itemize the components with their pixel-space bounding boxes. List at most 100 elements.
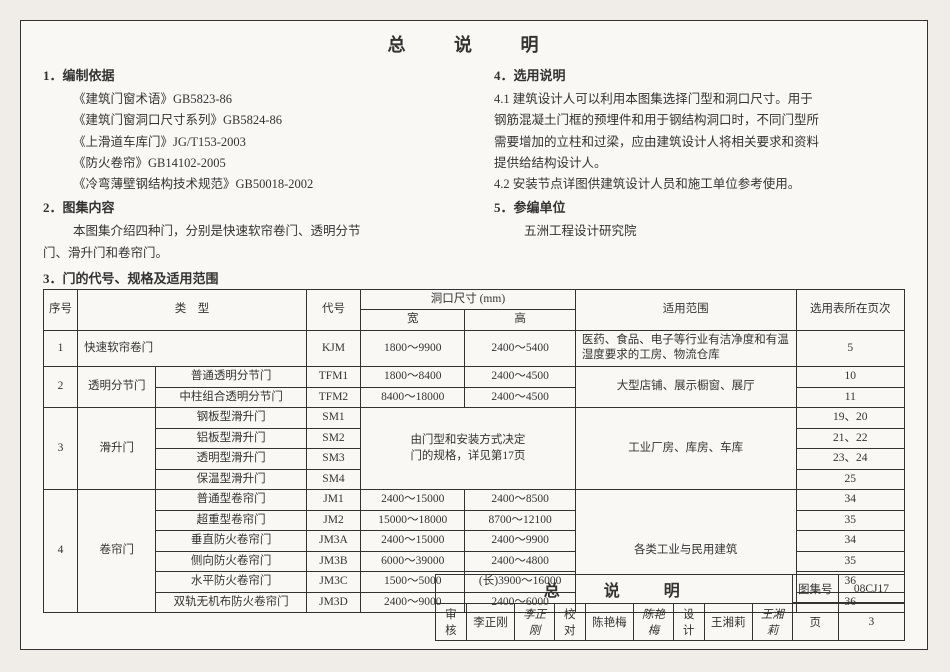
cell-subtype: 超重型卷帘门 (156, 510, 307, 531)
cell-width: 8400～18000 (361, 387, 465, 408)
title-block-title: 总 说 明 (436, 575, 793, 604)
cell-height: 2400～8500 (465, 490, 575, 511)
design-name: 王湘莉 (704, 604, 752, 641)
cell-width: 1800～8400 (361, 367, 465, 388)
table-row: 1 快速软帘卷门 KJM 1800～9900 2400～5400 医药、食品、电… (44, 330, 905, 366)
cell-height: 2400～4500 (465, 367, 575, 388)
th-height: 高 (465, 310, 575, 331)
cell-subtype: 普通透明分节门 (156, 367, 307, 388)
th-scope: 适用范围 (575, 289, 796, 330)
dim-note-line-a: 由门型和安装方式决定 (365, 433, 571, 449)
title-block-row-1: 总 说 明 图集号 08CJ17 (436, 575, 905, 603)
section-4-1-line-c: 需要增加的立柱和过梁，应由建筑设计人将相关要求和资料 (494, 132, 905, 153)
title-block-table: 总 说 明 图集号 08CJ17 审核 李正刚 李正刚 校对 陈艳梅 陈艳梅 设… (435, 574, 905, 641)
review-signature: 李正刚 (515, 604, 555, 641)
cell-code: TFM2 (306, 387, 360, 408)
review-name: 李正刚 (466, 604, 514, 641)
section-1-item-4: 《防火卷帘》GB14102-2005 (43, 153, 454, 174)
proof-name: 陈艳梅 (585, 604, 633, 641)
section-4-1-line-d: 提供给结构设计人。 (494, 153, 905, 174)
table-row: 4 卷帘门 普通型卷帘门 JM1 2400～15000 2400～8500 各类… (44, 490, 905, 511)
cell-page: 25 (796, 469, 904, 490)
cell-page: 19、20 (796, 408, 904, 429)
section-1-head: 1．编制依据 (43, 65, 454, 87)
cell-subtype: 铝板型滑升门 (156, 428, 307, 449)
cell-subtype: 双轨无机布防火卷帘门 (156, 592, 307, 613)
cell-scope: 工业厂房、库房、车库 (575, 408, 796, 490)
section-2-line-1: 本图集介绍四种门，分别是快速软帘卷门、透明分节 (43, 221, 454, 242)
proof-signature: 陈艳梅 (634, 604, 674, 641)
section-3-head: 3．门的代号、规格及适用范围 (43, 268, 905, 287)
cell-code: JM3B (306, 551, 360, 572)
cell-page: 21、22 (796, 428, 904, 449)
cell-subtype: 普通型卷帘门 (156, 490, 307, 511)
section-4-1-line-a: 4.1 建筑设计人可以利用本图集选择门型和洞口尺寸。用于 (494, 89, 905, 110)
design-signature: 王湘莉 (753, 604, 793, 641)
th-seq: 序号 (44, 289, 78, 330)
cell-page: 5 (796, 330, 904, 366)
page-label: 页 (792, 604, 838, 641)
set-label: 图集号 (792, 575, 838, 603)
cell-type: 滑升门 (78, 408, 156, 490)
table-row: 3 滑升门 钢板型滑升门 SM1 由门型和安装方式决定 门的规格，详见第17页 … (44, 408, 905, 429)
left-column: 1．编制依据 《建筑门窗术语》GB5823-86 《建筑门窗洞口尺寸系列》GB5… (43, 63, 454, 264)
cell-width: 2400～15000 (361, 531, 465, 552)
cell-height: 2400～9900 (465, 531, 575, 552)
title-block-row-2: 审核 李正刚 李正刚 校对 陈艳梅 陈艳梅 设计 王湘莉 王湘莉 页 3 (436, 604, 905, 641)
cell-code: JM1 (306, 490, 360, 511)
th-type: 类 型 (78, 289, 307, 330)
cell-height: 2400～5400 (465, 330, 575, 366)
th-code: 代号 (306, 289, 360, 330)
cell-width: 1800～9900 (361, 330, 465, 366)
cell-type: 快速软帘卷门 (78, 330, 307, 366)
cell-code: TFM1 (306, 367, 360, 388)
section-5-body: 五洲工程设计研究院 (494, 221, 905, 242)
cell-subtype: 水平防火卷帘门 (156, 572, 307, 593)
cell-height: 2400～4800 (465, 551, 575, 572)
section-1-item-1: 《建筑门窗术语》GB5823-86 (43, 89, 454, 110)
cell-page: 35 (796, 510, 904, 531)
section-1-item-3: 《上滑道车库门》JG/T153-2003 (43, 132, 454, 153)
title-block: 总 说 明 图集号 08CJ17 审核 李正刚 李正刚 校对 陈艳梅 陈艳梅 设… (435, 574, 905, 641)
cell-seq: 1 (44, 330, 78, 366)
review-label: 审核 (436, 604, 467, 641)
page-main-title: 总 说 明 (43, 31, 905, 57)
cell-seq: 2 (44, 367, 78, 408)
section-1-item-2: 《建筑门窗洞口尺寸系列》GB5824-86 (43, 110, 454, 131)
section-4-1-line-b: 钢筋混凝土门框的预埋件和用于钢结构洞口时，不同门型所 (494, 110, 905, 131)
design-label: 设计 (673, 604, 704, 641)
cell-seq: 3 (44, 408, 78, 490)
cell-page: 34 (796, 490, 904, 511)
proof-label: 校对 (554, 604, 585, 641)
table-row: 2 透明分节门 普通透明分节门 TFM1 1800～8400 2400～4500… (44, 367, 905, 388)
section-4-2-line: 4.2 安装节点详图供建筑设计人员和施工单位参考使用。 (494, 174, 905, 195)
content-columns: 1．编制依据 《建筑门窗术语》GB5823-86 《建筑门窗洞口尺寸系列》GB5… (43, 63, 905, 264)
spec-table: 序号 类 型 代号 洞口尺寸 (mm) 适用范围 选用表所在页次 宽 高 1 快… (43, 289, 905, 613)
cell-code: SM2 (306, 428, 360, 449)
cell-subtype: 侧向防火卷帘门 (156, 551, 307, 572)
cell-code: SM3 (306, 449, 360, 470)
page-value: 3 (838, 604, 904, 641)
th-page: 选用表所在页次 (796, 289, 904, 330)
cell-scope: 医药、食品、电子等行业有洁净度和有温湿度要求的工房、物流仓库 (575, 330, 796, 366)
set-value: 08CJ17 (838, 575, 904, 603)
cell-dim-note: 由门型和安装方式决定 门的规格，详见第17页 (361, 408, 576, 490)
cell-subtype: 保温型滑升门 (156, 469, 307, 490)
cell-width: 15000～18000 (361, 510, 465, 531)
cell-height: 8700～12100 (465, 510, 575, 531)
cell-subtype: 透明型滑升门 (156, 449, 307, 470)
th-dim-group: 洞口尺寸 (mm) (361, 289, 576, 310)
cell-page: 10 (796, 367, 904, 388)
section-4-head: 4．选用说明 (494, 65, 905, 87)
cell-page: 23、24 (796, 449, 904, 470)
cell-type: 卷帘门 (78, 490, 156, 613)
cell-page: 35 (796, 551, 904, 572)
cell-code: KJM (306, 330, 360, 366)
cell-subtype: 垂直防火卷帘门 (156, 531, 307, 552)
section-5-head: 5．参编单位 (494, 197, 905, 219)
cell-code: JM3D (306, 592, 360, 613)
cell-code: SM4 (306, 469, 360, 490)
section-2-head: 2．图集内容 (43, 197, 454, 219)
cell-code: JM3A (306, 531, 360, 552)
cell-width: 2400～15000 (361, 490, 465, 511)
